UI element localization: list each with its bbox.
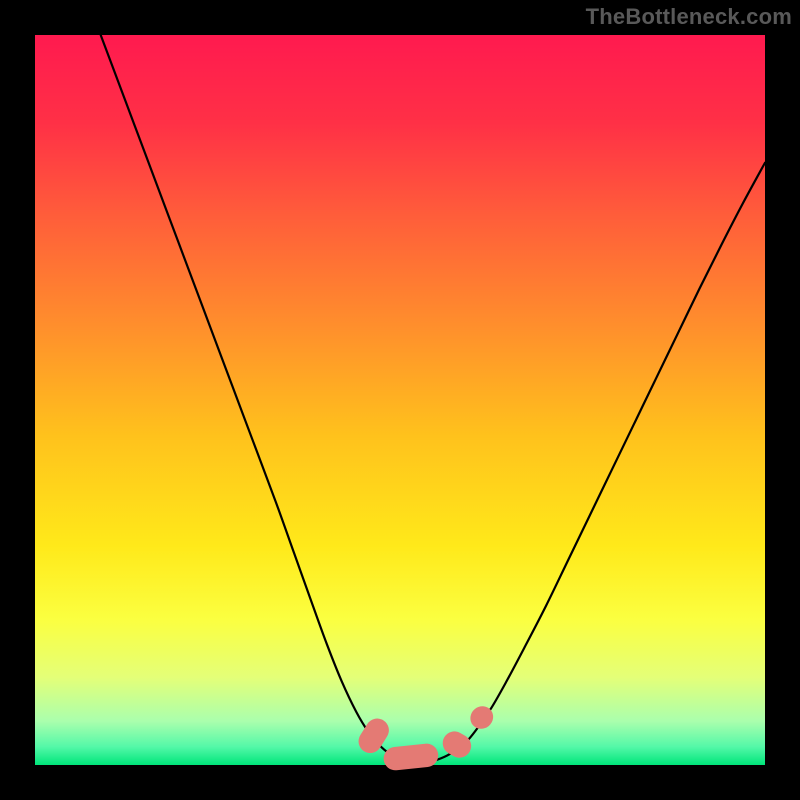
attribution-label: TheBottleneck.com (586, 4, 792, 30)
chart-container: TheBottleneck.com (0, 0, 800, 800)
bottleneck-chart (0, 0, 800, 800)
gradient-plot-area (35, 35, 765, 765)
